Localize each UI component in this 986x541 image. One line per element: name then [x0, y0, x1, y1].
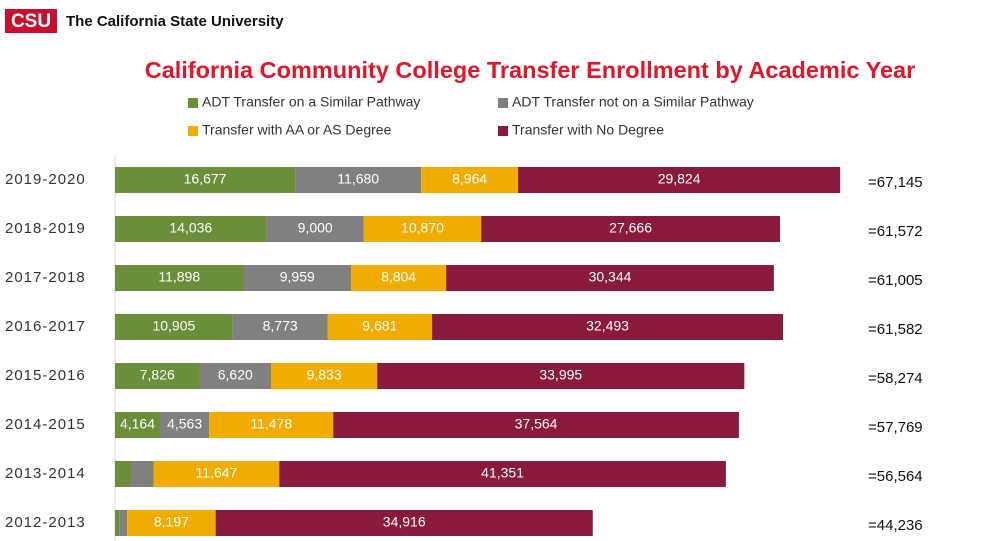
- total-label: =67,145: [868, 174, 923, 191]
- data-label: 9,833: [307, 367, 342, 383]
- total-label: =44,236: [868, 517, 923, 534]
- data-label: 8,964: [452, 171, 487, 187]
- y-tick-label: 2016-2017: [5, 318, 86, 335]
- data-label: 6,620: [218, 367, 253, 383]
- data-label: 9,000: [298, 220, 333, 236]
- logo: CSU: [11, 11, 51, 32]
- legend-swatch: [498, 126, 508, 136]
- chart-title: California Community College Transfer En…: [145, 57, 916, 83]
- data-label: 9,681: [362, 318, 397, 334]
- data-label: 27,666: [609, 220, 652, 236]
- legend-swatch: [498, 98, 508, 108]
- bar-segment: [266, 216, 364, 242]
- legend-label: ADT Transfer on a Similar Pathway: [202, 94, 420, 110]
- data-label: 4,164: [120, 416, 155, 432]
- bar-segment: [115, 461, 131, 487]
- bar-segment: [432, 314, 784, 340]
- bar-segment: [518, 167, 841, 193]
- total-label: =58,274: [868, 370, 923, 387]
- bar-segment: [115, 167, 296, 193]
- legend-label: Transfer with AA or AS Degree: [202, 122, 392, 138]
- legend-swatch: [188, 98, 198, 108]
- bar-segment: [232, 314, 328, 340]
- total-label: =61,005: [868, 272, 923, 289]
- y-tick-label: 2013-2014: [5, 465, 86, 482]
- bar-segment: [209, 412, 334, 438]
- bar-segment: [115, 363, 200, 389]
- total-label: =61,572: [868, 223, 923, 240]
- bar-segment: [363, 216, 482, 242]
- data-label: 8,197: [154, 514, 189, 530]
- data-label: 29,824: [658, 171, 701, 187]
- bar-segment: [199, 363, 272, 389]
- y-tick-label: 2014-2015: [5, 416, 86, 433]
- y-tick-label: 2017-2018: [5, 269, 86, 286]
- data-label: 7,826: [140, 367, 175, 383]
- data-label: 11,478: [250, 416, 292, 432]
- data-label: 11,898: [158, 269, 200, 285]
- bar-segment: [215, 510, 593, 536]
- bar-segment: [115, 412, 160, 438]
- bar-segment: [351, 265, 447, 291]
- bar-segment: [243, 265, 352, 291]
- bar-segment: [127, 510, 216, 536]
- bar-segment: [481, 216, 780, 242]
- bar-segment: [153, 461, 280, 487]
- bar-segment: [271, 363, 378, 389]
- legend-label: Transfer with No Degree: [512, 122, 664, 138]
- data-label: 14,036: [169, 220, 212, 236]
- bar-segment: [333, 412, 739, 438]
- data-label: 10,870: [401, 220, 444, 236]
- data-label: 11,647: [196, 465, 238, 481]
- data-label: 37,564: [515, 416, 558, 432]
- data-label: 8,804: [381, 269, 416, 285]
- data-label: 41,351: [481, 465, 524, 481]
- data-label: 4,563: [167, 416, 202, 432]
- bar-segment: [421, 167, 519, 193]
- total-label: =57,769: [868, 419, 923, 436]
- bar-segment: [115, 510, 120, 536]
- data-label: 8,773: [263, 318, 298, 334]
- bar-segment: [115, 314, 233, 340]
- logo-box: [5, 9, 57, 33]
- bar-segment: [115, 265, 244, 291]
- data-label: 9,959: [280, 269, 315, 285]
- data-label: 32,493: [586, 318, 629, 334]
- legend-swatch: [188, 126, 198, 136]
- total-label: =61,582: [868, 321, 923, 338]
- bar-segment: [130, 461, 154, 487]
- y-tick-label: 2012-2013: [5, 514, 86, 531]
- bar-segment: [159, 412, 210, 438]
- org-name: The California State University: [66, 13, 284, 30]
- bar-segment: [446, 265, 774, 291]
- bar-segment: [295, 167, 422, 193]
- data-label: 34,916: [383, 514, 426, 530]
- y-tick-label: 2019-2020: [5, 171, 86, 188]
- data-label: 11,680: [337, 171, 379, 187]
- bar-segment: [279, 461, 726, 487]
- y-tick-label: 2015-2016: [5, 367, 86, 384]
- y-tick-label: 2018-2019: [5, 220, 86, 237]
- bar-segment: [119, 510, 128, 536]
- data-label: 10,905: [152, 318, 195, 334]
- bar-segment: [327, 314, 433, 340]
- data-label: 30,344: [589, 269, 632, 285]
- legend-label: ADT Transfer not on a Similar Pathway: [512, 94, 754, 110]
- total-label: =56,564: [868, 468, 923, 485]
- bar-segment: [377, 363, 745, 389]
- bar-segment: [115, 216, 267, 242]
- data-label: 16,677: [184, 171, 227, 187]
- data-label: 33,995: [539, 367, 582, 383]
